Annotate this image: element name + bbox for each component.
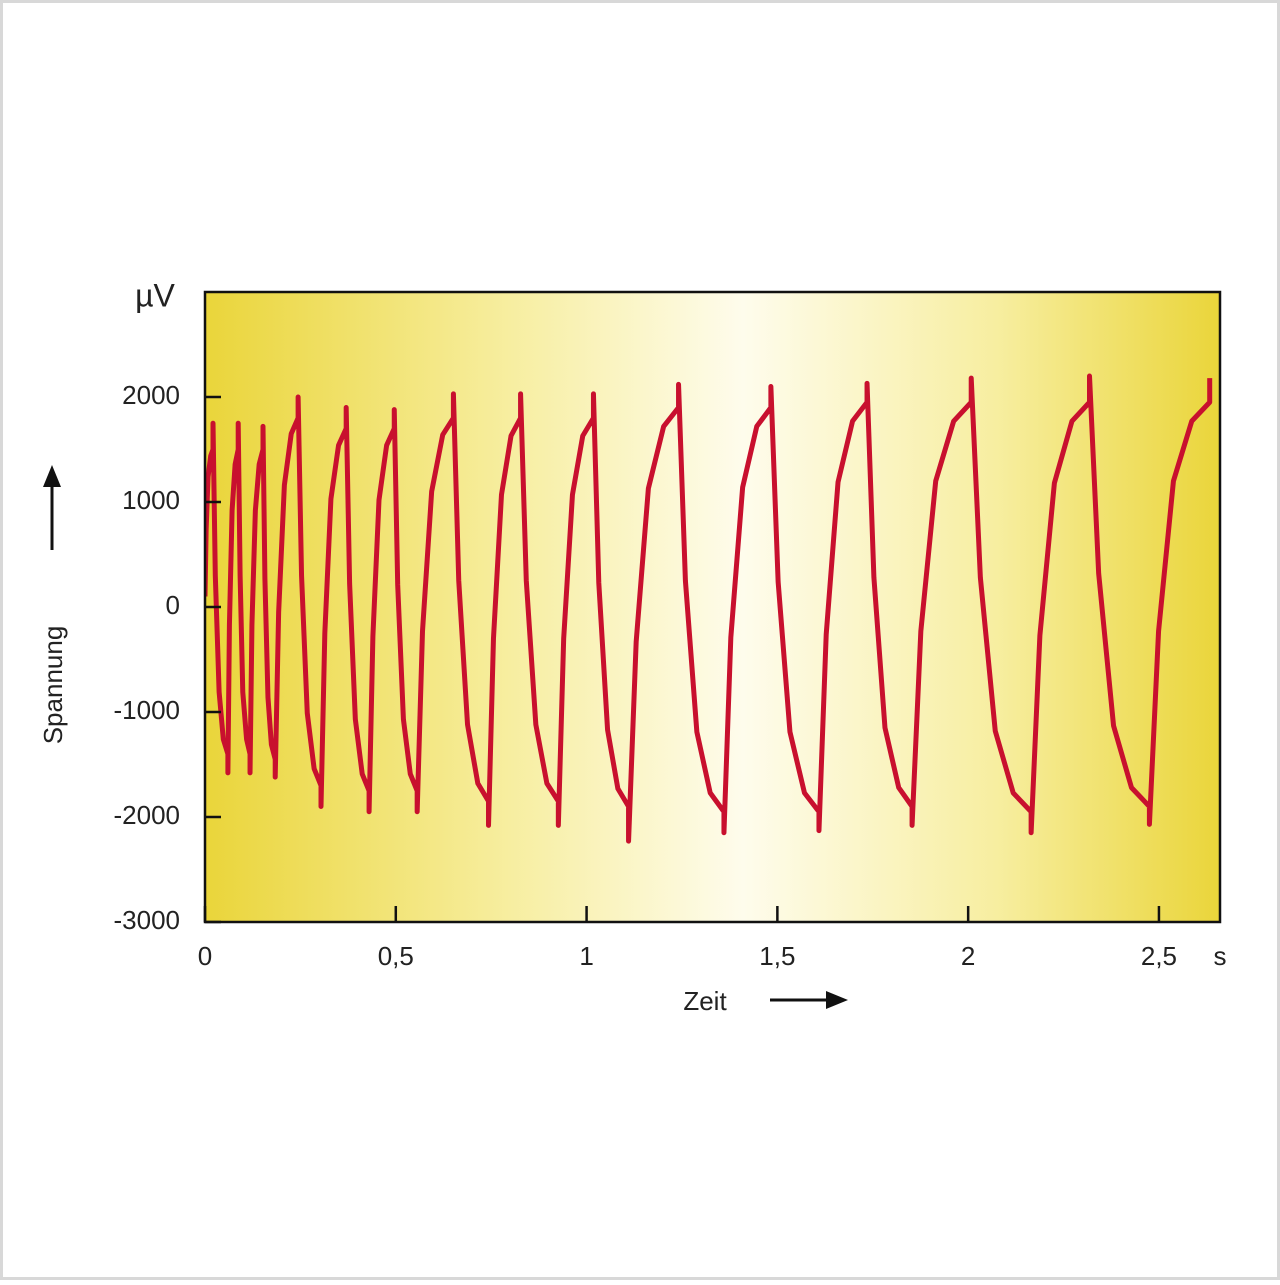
x-arrowhead [826,991,848,1009]
y-tick-label: -2000 [114,800,181,830]
x-tick-label: 0,5 [378,941,414,971]
x-tick-label: 1 [579,941,593,971]
y-tick-label: 1000 [122,485,180,515]
x-tick-label: 1,5 [759,941,795,971]
x-tick-label: 2,5 [1141,941,1177,971]
y-tick-label: -1000 [114,695,181,725]
y-axis-label: Spannung [38,626,68,745]
x-axis-label: Zeit [683,986,727,1016]
x-tick-label: 0 [198,941,212,971]
ticks: -3000 -2000 -1000 0 1000 2000 0 0,5 1 1,5 2 2,5 [114,380,1178,971]
signal-line [205,373,1213,844]
y-tick-label: 0 [166,590,180,620]
plot-area [205,292,1220,922]
y-arrowhead [43,465,61,487]
marks [205,373,1213,844]
y-unit: µV [135,277,175,313]
x-unit: s [1214,941,1227,971]
y-tick-label: 2000 [122,380,180,410]
y-tick-label: -3000 [114,905,181,935]
x-tick-label: 2 [961,941,975,971]
